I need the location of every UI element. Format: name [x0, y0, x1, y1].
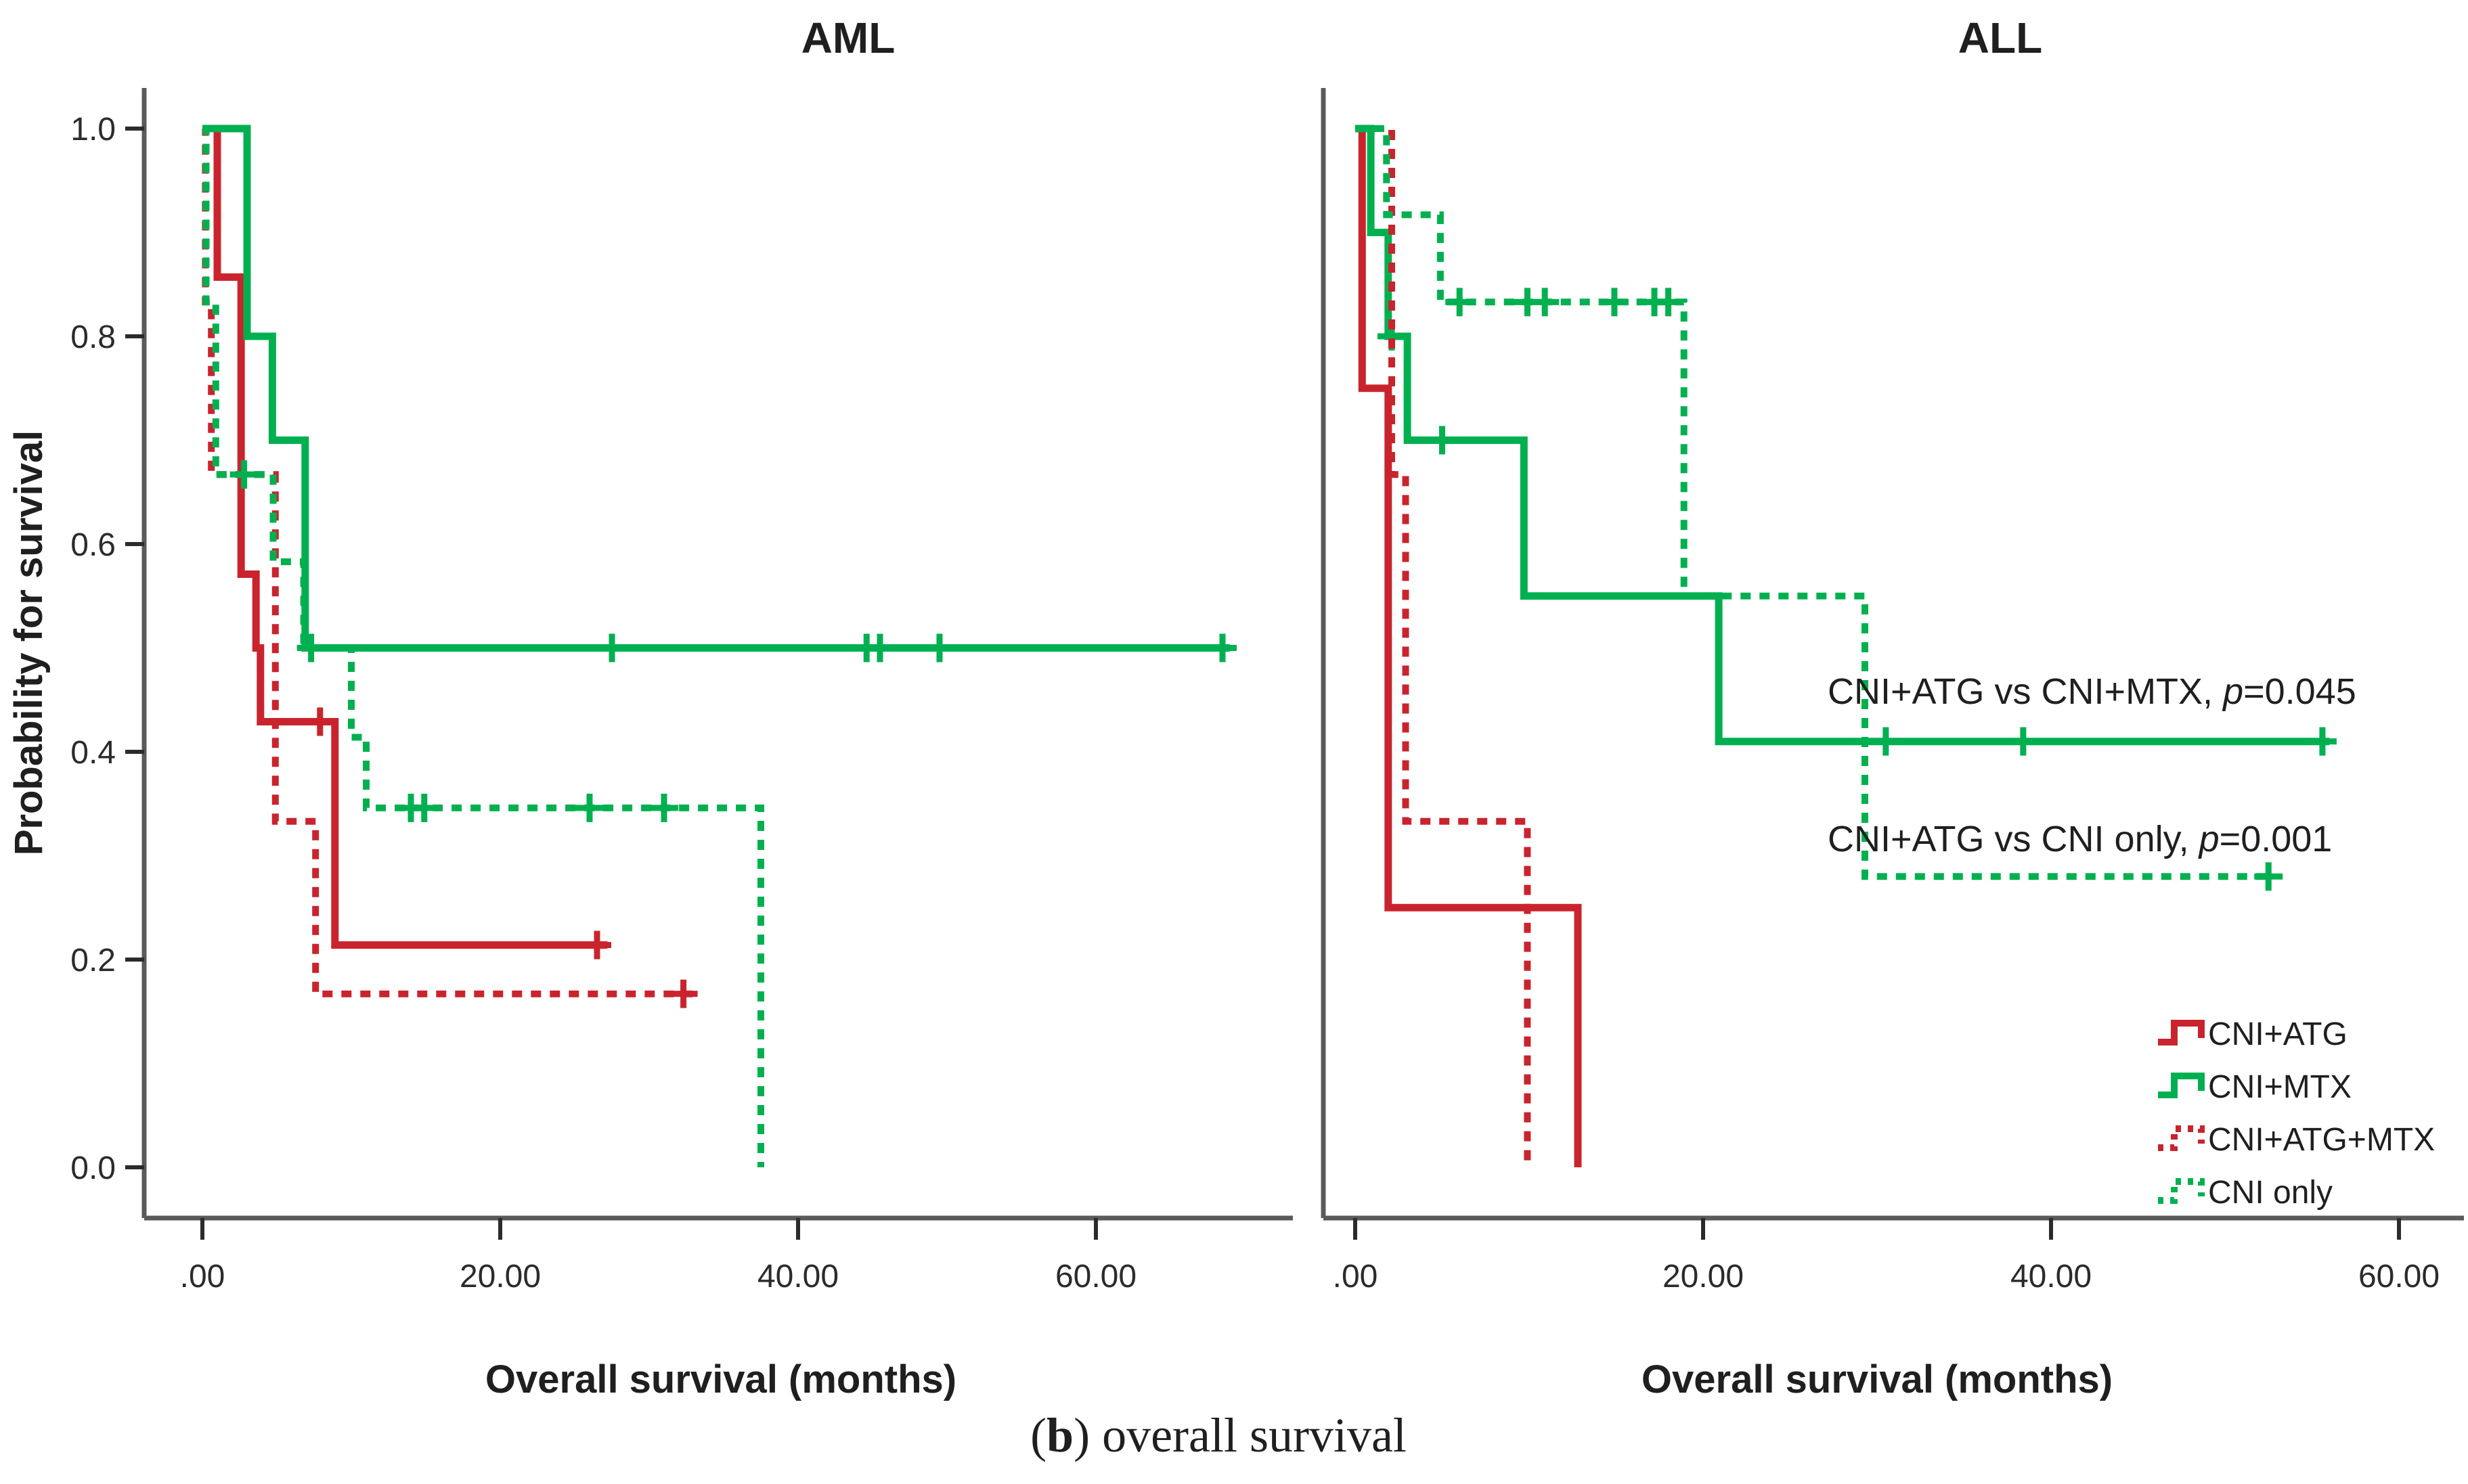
panel-title-aml: AML — [801, 14, 896, 62]
legend: CNI+ATG CNI+MTX CNI+ATG+MTX CNI only — [2158, 1016, 2435, 1211]
x-tick-label: .00 — [180, 1259, 225, 1295]
censor-mark — [296, 633, 326, 662]
caption-paren: ( — [1030, 1408, 1046, 1462]
caption-letter: b — [1046, 1408, 1074, 1462]
x-axis-title-all: Overall survival (months) — [1641, 1357, 2113, 1401]
curve-all-cni-only — [1355, 125, 2269, 880]
x-tick-label: 40.00 — [2010, 1259, 2092, 1295]
plot-panels: .00 20.00 40.00 60.00 1.0 0.8 0.6 0.4 0.2 0.0 .00 2… — [70, 88, 2464, 1295]
annotation-p-italic: p — [2198, 819, 2220, 859]
legend-line-dashed-red-icon — [2158, 1125, 2205, 1151]
censor-mark — [2254, 862, 2283, 891]
y-tick-label: 0.6 — [70, 527, 116, 563]
censor-mark — [866, 633, 894, 662]
x-tick-label: 60.00 — [2358, 1259, 2440, 1295]
x-tick-label: 40.00 — [757, 1259, 839, 1295]
annotation-text: CNI+ATG vs CNI+MTX, — [1828, 671, 2223, 712]
curve-all-cni-atg-mtx — [1355, 125, 1531, 1167]
legend-label: CNI only — [2208, 1175, 2333, 1211]
censor-mark — [1530, 288, 1560, 317]
annotation-value: =0.001 — [2220, 819, 2333, 859]
legend-line-dashed-green-icon — [2158, 1178, 2205, 1204]
y-tick-label: 0.8 — [70, 319, 116, 355]
caption-text: ) overall survival — [1074, 1408, 1407, 1462]
x-tick-label: 20.00 — [460, 1259, 541, 1295]
legend-item: CNI+MTX — [2158, 1069, 2352, 1105]
censor-mark — [1871, 727, 1900, 756]
curve-aml-cni-mtx — [202, 125, 1230, 652]
censor-mark — [1654, 288, 1683, 317]
y-axis-title: Probability for survival — [7, 430, 51, 856]
legend-item: CNI only — [2158, 1175, 2333, 1211]
censor-mark — [305, 707, 334, 736]
x-tick-label: 20.00 — [1662, 1259, 1744, 1295]
censor-mark — [229, 460, 259, 489]
censor-mark — [1428, 426, 1457, 455]
legend-item: CNI+ATG — [2158, 1016, 2348, 1052]
y-tick-label: 0.4 — [70, 735, 116, 771]
censor-mark — [925, 633, 954, 662]
annotation-p-italic: p — [2222, 671, 2243, 712]
curve-aml-cni-only — [202, 125, 764, 1167]
censor-mark — [575, 793, 604, 822]
annotation-pvalue-cnionly: CNI+ATG vs CNI only, p=0.001 — [1828, 819, 2332, 859]
legend-label: CNI+ATG+MTX — [2208, 1122, 2435, 1158]
censor-mark — [669, 979, 698, 1008]
curve-aml-cni-atg — [202, 125, 608, 949]
censor-mark — [1600, 288, 1629, 317]
legend-line-solid-red-icon — [2158, 1020, 2205, 1045]
y-tick-label: 0.0 — [70, 1150, 116, 1186]
censor-mark — [598, 633, 626, 662]
curve-aml-cni-atg-mtx — [202, 125, 694, 997]
x-tick-label: 60.00 — [1055, 1259, 1137, 1295]
censor-mark — [410, 793, 439, 822]
y-tick-label: 1.0 — [70, 112, 116, 148]
annotation-value: =0.045 — [2243, 671, 2356, 712]
panel-title-all: ALL — [1958, 14, 2042, 62]
censor-mark — [1208, 633, 1237, 662]
annotation-pvalue-mtx: CNI+ATG vs CNI+MTX, p=0.045 — [1828, 671, 2356, 712]
legend-label: CNI+MTX — [2208, 1069, 2352, 1105]
censor-mark — [1445, 288, 1474, 317]
legend-item: CNI+ATG+MTX — [2158, 1122, 2435, 1158]
censor-mark — [2008, 727, 2037, 756]
annotation-text: CNI+ATG vs CNI only, — [1828, 819, 2199, 859]
censor-mark — [650, 793, 678, 822]
y-tick-label: 0.2 — [70, 943, 116, 979]
x-tick-label: .00 — [1333, 1259, 1378, 1295]
x-axis-title-aml: Overall survival (months) — [485, 1357, 956, 1401]
censor-mark — [583, 930, 611, 960]
panel-all: .00 20.00 40.00 60.00 — [1321, 88, 2464, 1295]
panel-aml: .00 20.00 40.00 60.00 1.0 0.8 0.6 0.4 0.2 0.0 — [70, 88, 1293, 1295]
figure-caption: (b) overall survival — [1030, 1408, 1407, 1462]
legend-label: CNI+ATG — [2208, 1016, 2348, 1052]
curve-all-cni-mtx — [1355, 125, 2330, 746]
legend-line-solid-green-icon — [2158, 1073, 2205, 1098]
censor-mark — [2308, 727, 2337, 756]
